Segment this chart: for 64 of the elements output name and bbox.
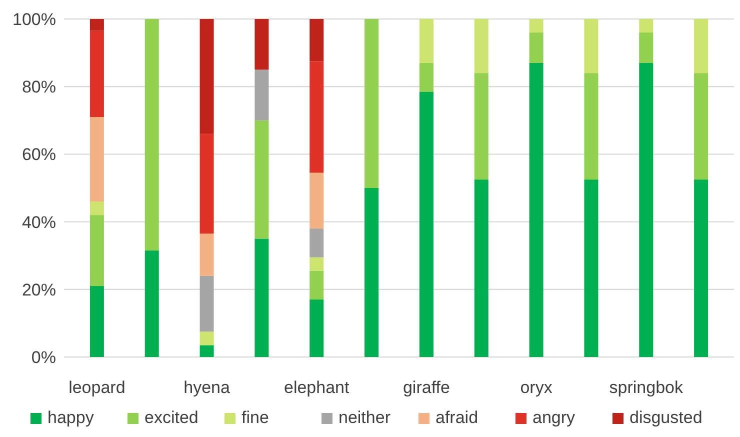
y-tick-label: 80% (22, 78, 56, 97)
bar (144, 250, 159, 357)
bar (419, 92, 434, 357)
y-tick-label: 100% (12, 10, 56, 29)
bar (474, 19, 488, 74)
bar (310, 61, 324, 173)
bar (310, 172, 324, 229)
bar (310, 257, 324, 271)
legend-label: happy (48, 408, 94, 427)
bar (200, 234, 214, 276)
legend-label: neither (338, 408, 391, 427)
legend-label: excited (144, 408, 198, 427)
bar (529, 19, 544, 33)
x-tick-label: giraffe (402, 378, 450, 397)
y-tick-label: 60% (22, 145, 56, 164)
x-tick-label: springbok (609, 378, 684, 397)
bar (639, 19, 654, 33)
bar (694, 73, 708, 180)
x-tick-label: leopard (68, 378, 126, 397)
bar (90, 215, 104, 286)
bar (310, 19, 324, 62)
bar (419, 19, 434, 63)
y-tick-label: 40% (22, 212, 56, 232)
x-tick-label: elephant (284, 378, 350, 397)
legend-label: afraid (436, 408, 478, 427)
bar (474, 180, 488, 357)
bar (584, 73, 598, 180)
bar (200, 345, 214, 357)
y-tick-label: 20% (22, 280, 56, 300)
bar (419, 62, 434, 92)
bar (584, 19, 598, 74)
bar (364, 19, 379, 188)
bar (694, 180, 708, 357)
bar (639, 62, 654, 357)
bar (90, 30, 104, 118)
bar (529, 62, 544, 357)
bar (200, 134, 214, 234)
bar (310, 300, 324, 357)
x-tick-label: hyena (184, 378, 230, 397)
bar (144, 19, 159, 251)
bar (90, 286, 104, 357)
x-tick-label: oryx (520, 378, 553, 397)
bar (310, 270, 324, 300)
bar (474, 73, 488, 180)
y-tick-label: 0% (31, 348, 56, 367)
legend-label: disgusted (630, 408, 702, 427)
legend-label: angry (532, 408, 576, 427)
bar (200, 332, 214, 346)
bar (254, 238, 269, 357)
bar (584, 180, 598, 357)
bar (254, 120, 269, 239)
bar (254, 70, 269, 120)
bar (310, 228, 324, 258)
bar (254, 19, 269, 70)
bar (364, 188, 379, 357)
legend-label: fine (242, 408, 269, 427)
bar (529, 32, 544, 63)
bar (200, 276, 214, 332)
bar (639, 32, 654, 63)
bar (90, 202, 104, 216)
bar (200, 19, 214, 134)
bar (90, 117, 104, 202)
bar (90, 19, 104, 31)
bar (694, 19, 708, 74)
